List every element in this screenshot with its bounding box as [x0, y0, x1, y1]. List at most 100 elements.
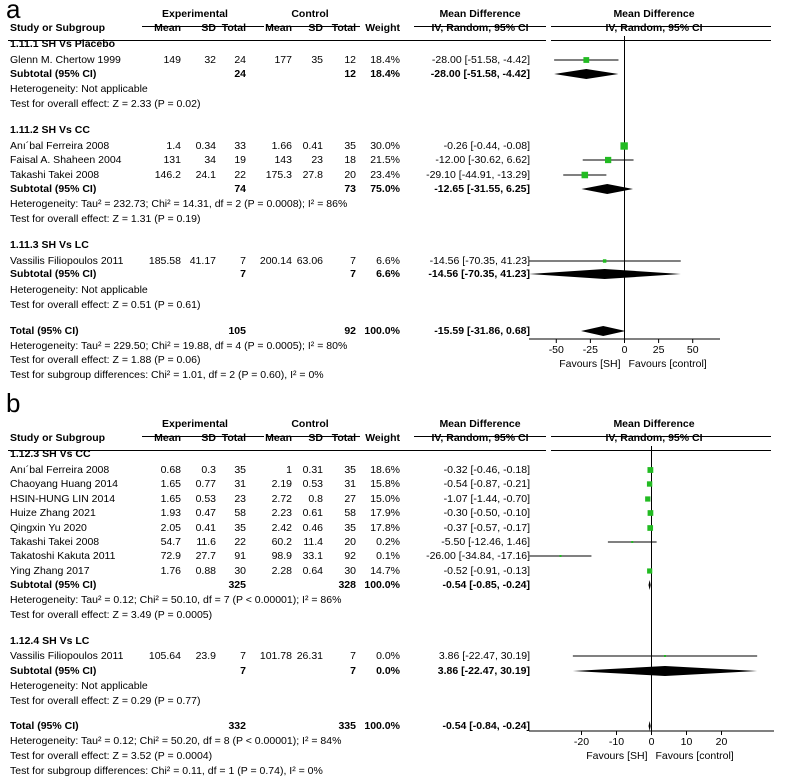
total-ci: -0.54 [-0.84, -0.24]: [442, 720, 530, 732]
header-experimental: Experimental: [162, 8, 228, 20]
study-weight: 30.0%: [370, 140, 400, 152]
subgroup-title: 1.12.4 SH Vs LC: [10, 635, 90, 647]
favours-right-label: Favours [control]: [655, 750, 734, 762]
header-e-sd: SD: [201, 22, 216, 34]
study-ci: 3.86 [-22.47, 30.19]: [438, 650, 530, 662]
study-weight: 21.5%: [370, 154, 400, 166]
study-effect-marker: [581, 171, 589, 179]
study-ci: -14.56 [-70.35, 41.23]: [429, 255, 530, 267]
x-tick-label: 10: [680, 736, 693, 748]
study-c-mean: 143: [274, 154, 292, 166]
study-c-sd: 11.4: [303, 536, 323, 548]
subtotal-weight: 100.0%: [364, 579, 400, 591]
study-effect-marker: [604, 156, 612, 164]
header-e-total: Total: [221, 22, 246, 34]
header-mean-difference-table: Mean Difference: [439, 8, 521, 20]
x-tick-label: 0: [648, 736, 655, 748]
study-e-mean: 131: [163, 154, 181, 166]
header-weight: Weight: [365, 432, 400, 444]
header-rule-plot: [551, 40, 771, 41]
study-weight: 15.8%: [370, 478, 400, 490]
study-c-total: 27: [344, 493, 356, 505]
forest-plot-b: [529, 446, 774, 735]
study-name: Huize Zhang 2021: [10, 507, 96, 519]
study-e-sd: 24.1: [195, 169, 216, 181]
study-weight: 15.0%: [370, 493, 400, 505]
study-c-total: 35: [344, 140, 356, 152]
study-c-mean: 1: [286, 464, 292, 476]
subtotal-weight: 6.6%: [376, 268, 400, 280]
study-ci: -0.32 [-0.46, -0.18]: [443, 464, 530, 476]
header-c-total: Total: [331, 432, 356, 444]
x-tick-label: 0: [621, 344, 628, 356]
header-control: Control: [291, 8, 329, 20]
study-effect-marker: [645, 496, 651, 502]
study-ci: -0.37 [-0.57, -0.17]: [443, 522, 530, 534]
forest-plot-a: [529, 36, 720, 343]
study-c-mean: 175.3: [265, 169, 292, 181]
x-tick-label: -50: [548, 344, 564, 356]
total-diamond: [581, 326, 626, 336]
subgroup-heterogeneity: Heterogeneity: Not applicable: [10, 83, 148, 95]
header-method-table: IV, Random, 95% CI: [431, 432, 529, 444]
study-c-total: 12: [344, 54, 356, 66]
header-rule-table: [8, 40, 546, 41]
subgroup-title: 1.11.3 SH Vs LC: [10, 239, 89, 251]
study-c-mean: 1.66: [271, 140, 292, 152]
header-e-sd: SD: [201, 432, 216, 444]
subtotal-diamond: [529, 269, 681, 279]
study-weight: 0.2%: [376, 536, 400, 548]
header-e-total: Total: [221, 432, 246, 444]
total-heterogeneity: Heterogeneity: Tau² = 229.50; Chi² = 19.…: [10, 340, 348, 352]
study-e-mean: 149: [163, 54, 181, 66]
study-c-mean: 2.19: [271, 478, 292, 490]
study-weight: 18.6%: [370, 464, 400, 476]
study-ci: -0.26 [-0.44, -0.08]: [443, 140, 530, 152]
subgroup-overall-effect: Test for overall effect: Z = 1.31 (P = 0…: [10, 213, 201, 225]
study-c-sd: 35: [311, 54, 323, 66]
header-c-sd: SD: [308, 432, 323, 444]
header-experimental: Experimental: [162, 418, 228, 430]
study-effect-marker: [646, 481, 653, 487]
header-c-mean: Mean: [265, 22, 292, 34]
header-rule-md-plot: [551, 26, 771, 27]
header-rule-plot: [551, 450, 771, 451]
study-c-total: 35: [344, 522, 356, 534]
study-e-mean: 1.65: [160, 478, 181, 490]
x-tick-label: 25: [652, 344, 665, 356]
study-c-mean: 2.28: [271, 565, 292, 577]
subgroup-title: 1.11.1 SH Vs Placebo: [10, 38, 116, 50]
study-weight: 17.8%: [370, 522, 400, 534]
header-rule-table: [8, 450, 546, 451]
study-e-mean: 72.9: [160, 550, 181, 562]
x-tick-label: -25: [582, 344, 598, 356]
subtotal-weight: 75.0%: [370, 183, 400, 195]
study-c-total: 7: [350, 255, 356, 267]
study-e-mean: 54.7: [160, 536, 181, 548]
subtotal-label: Subtotal (95% CI): [10, 183, 97, 195]
study-c-sd: 23: [311, 154, 323, 166]
study-ci: -5.50 [-12.46, 1.46]: [441, 536, 530, 548]
subtotal-label: Subtotal (95% CI): [10, 68, 97, 80]
subtotal-c-total: 12: [344, 68, 356, 80]
header-rule-experimental: [142, 26, 264, 27]
panel-letter-a: a: [6, 0, 21, 24]
header-c-mean: Mean: [265, 432, 292, 444]
study-weight: 6.6%: [376, 255, 400, 267]
header-rule-control: [266, 26, 360, 27]
subtotal-weight: 18.4%: [370, 68, 400, 80]
study-effect-marker: [602, 259, 607, 263]
study-e-mean: 105.64: [148, 650, 181, 662]
study-c-total: 20: [344, 536, 356, 548]
study-weight: 23.4%: [370, 169, 400, 181]
study-weight: 18.4%: [370, 54, 400, 66]
subgroup-overall-effect: Test for overall effect: Z = 0.29 (P = 0…: [10, 695, 201, 707]
study-e-sd: 0.34: [195, 140, 216, 152]
study-c-total: 92: [344, 550, 356, 562]
subtotal-weight: 0.0%: [376, 665, 400, 677]
study-name: Glenn M. Chertow 1999: [10, 54, 121, 66]
header-control: Control: [291, 418, 329, 430]
header-weight: Weight: [365, 22, 400, 34]
study-weight: 17.9%: [370, 507, 400, 519]
header-rule-md-table: [414, 26, 546, 27]
